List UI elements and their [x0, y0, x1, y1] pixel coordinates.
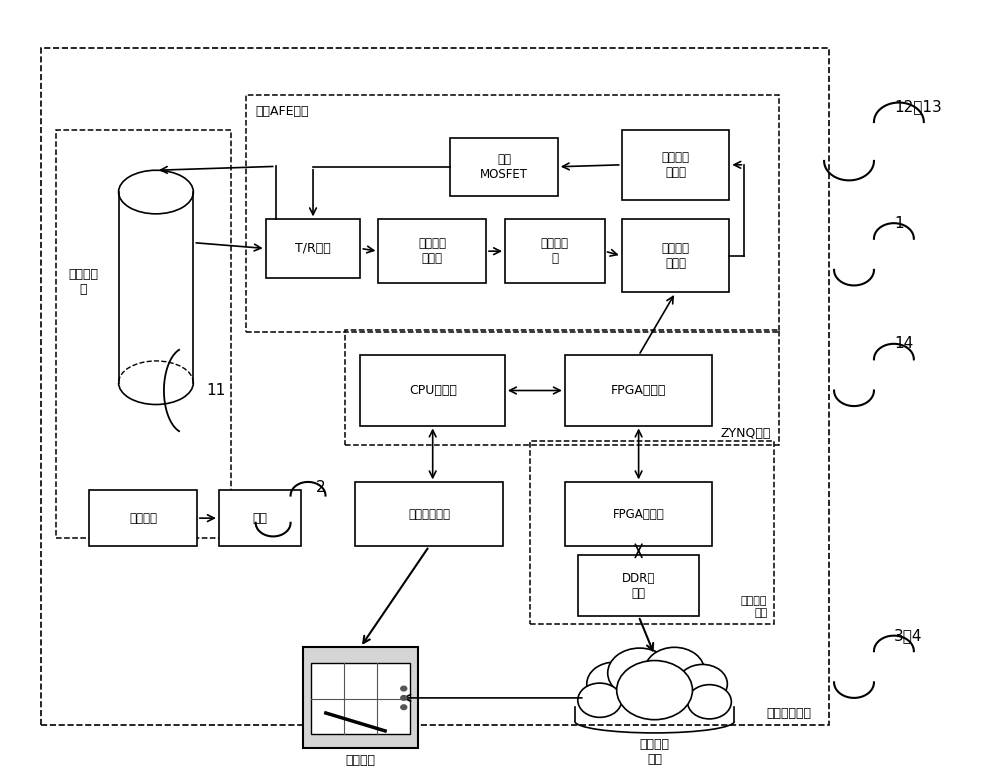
- Bar: [565, 483, 712, 546]
- Bar: [378, 219, 486, 283]
- Bar: [505, 219, 605, 283]
- Circle shape: [401, 696, 407, 701]
- Bar: [622, 219, 729, 292]
- Circle shape: [617, 661, 692, 719]
- Text: 1: 1: [894, 216, 904, 230]
- Bar: [303, 647, 418, 748]
- Bar: [56, 130, 231, 538]
- Bar: [219, 490, 301, 546]
- Circle shape: [587, 662, 643, 706]
- Bar: [246, 95, 779, 332]
- Text: 无线传输模块: 无线传输模块: [408, 508, 450, 521]
- Text: 手持式超声仪: 手持式超声仪: [766, 707, 811, 719]
- Circle shape: [578, 683, 622, 718]
- Bar: [450, 137, 558, 196]
- Circle shape: [608, 648, 672, 698]
- Text: 超声AFE模块: 超声AFE模块: [256, 105, 309, 118]
- Circle shape: [645, 647, 704, 694]
- Bar: [89, 490, 197, 546]
- Text: 发射波束
形成器: 发射波束 形成器: [662, 151, 690, 179]
- Circle shape: [678, 665, 727, 704]
- Text: 14: 14: [894, 337, 913, 351]
- Text: 移动终端: 移动终端: [345, 754, 375, 767]
- Circle shape: [401, 686, 407, 691]
- Bar: [360, 355, 505, 426]
- Bar: [311, 663, 410, 734]
- Text: 模数转换
器: 模数转换 器: [541, 237, 569, 266]
- Ellipse shape: [119, 170, 193, 214]
- Text: 可控增益
放大器: 可控增益 放大器: [418, 237, 446, 266]
- Text: ZYNQ模块: ZYNQ模块: [721, 426, 771, 440]
- Bar: [575, 690, 734, 721]
- Text: 接收波束
形成器: 接收波束 形成器: [662, 242, 690, 270]
- Text: DDR存
储器: DDR存 储器: [622, 572, 655, 600]
- Text: 电源模块: 电源模块: [129, 512, 157, 525]
- Text: CPU处理器: CPU处理器: [409, 384, 457, 397]
- Text: 云端数据
中心: 云端数据 中心: [640, 738, 670, 766]
- Bar: [355, 483, 503, 546]
- Bar: [41, 48, 829, 725]
- Text: 机器视觉
模块: 机器视觉 模块: [741, 596, 767, 618]
- Text: FPGA处理器: FPGA处理器: [613, 508, 664, 521]
- Bar: [345, 330, 779, 445]
- Text: 11: 11: [206, 383, 225, 398]
- Text: 12、13: 12、13: [894, 99, 942, 114]
- Bar: [622, 130, 729, 200]
- Text: T/R开关: T/R开关: [295, 242, 331, 255]
- Text: 电池: 电池: [252, 512, 267, 525]
- Bar: [530, 441, 774, 624]
- Text: 2: 2: [316, 480, 325, 495]
- Ellipse shape: [119, 361, 193, 405]
- Bar: [565, 355, 712, 426]
- Text: 超声换能
器: 超声换能 器: [68, 268, 98, 295]
- Bar: [578, 555, 699, 616]
- Circle shape: [687, 685, 731, 719]
- Bar: [266, 219, 360, 278]
- Text: 高压
MOSFET: 高压 MOSFET: [480, 153, 528, 180]
- Text: FPGA处理器: FPGA处理器: [611, 384, 666, 397]
- Circle shape: [401, 705, 407, 710]
- Text: 3、4: 3、4: [894, 628, 922, 643]
